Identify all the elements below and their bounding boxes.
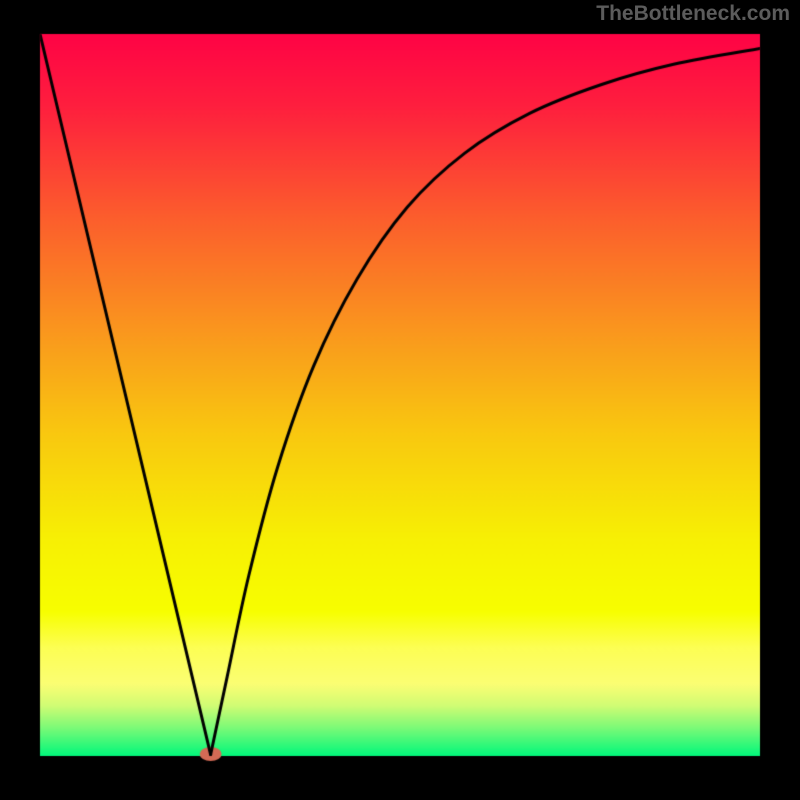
watermark-text: TheBottleneck.com (596, 2, 790, 26)
curve-canvas (0, 0, 800, 800)
chart-container: TheBottleneck.com (0, 0, 800, 800)
